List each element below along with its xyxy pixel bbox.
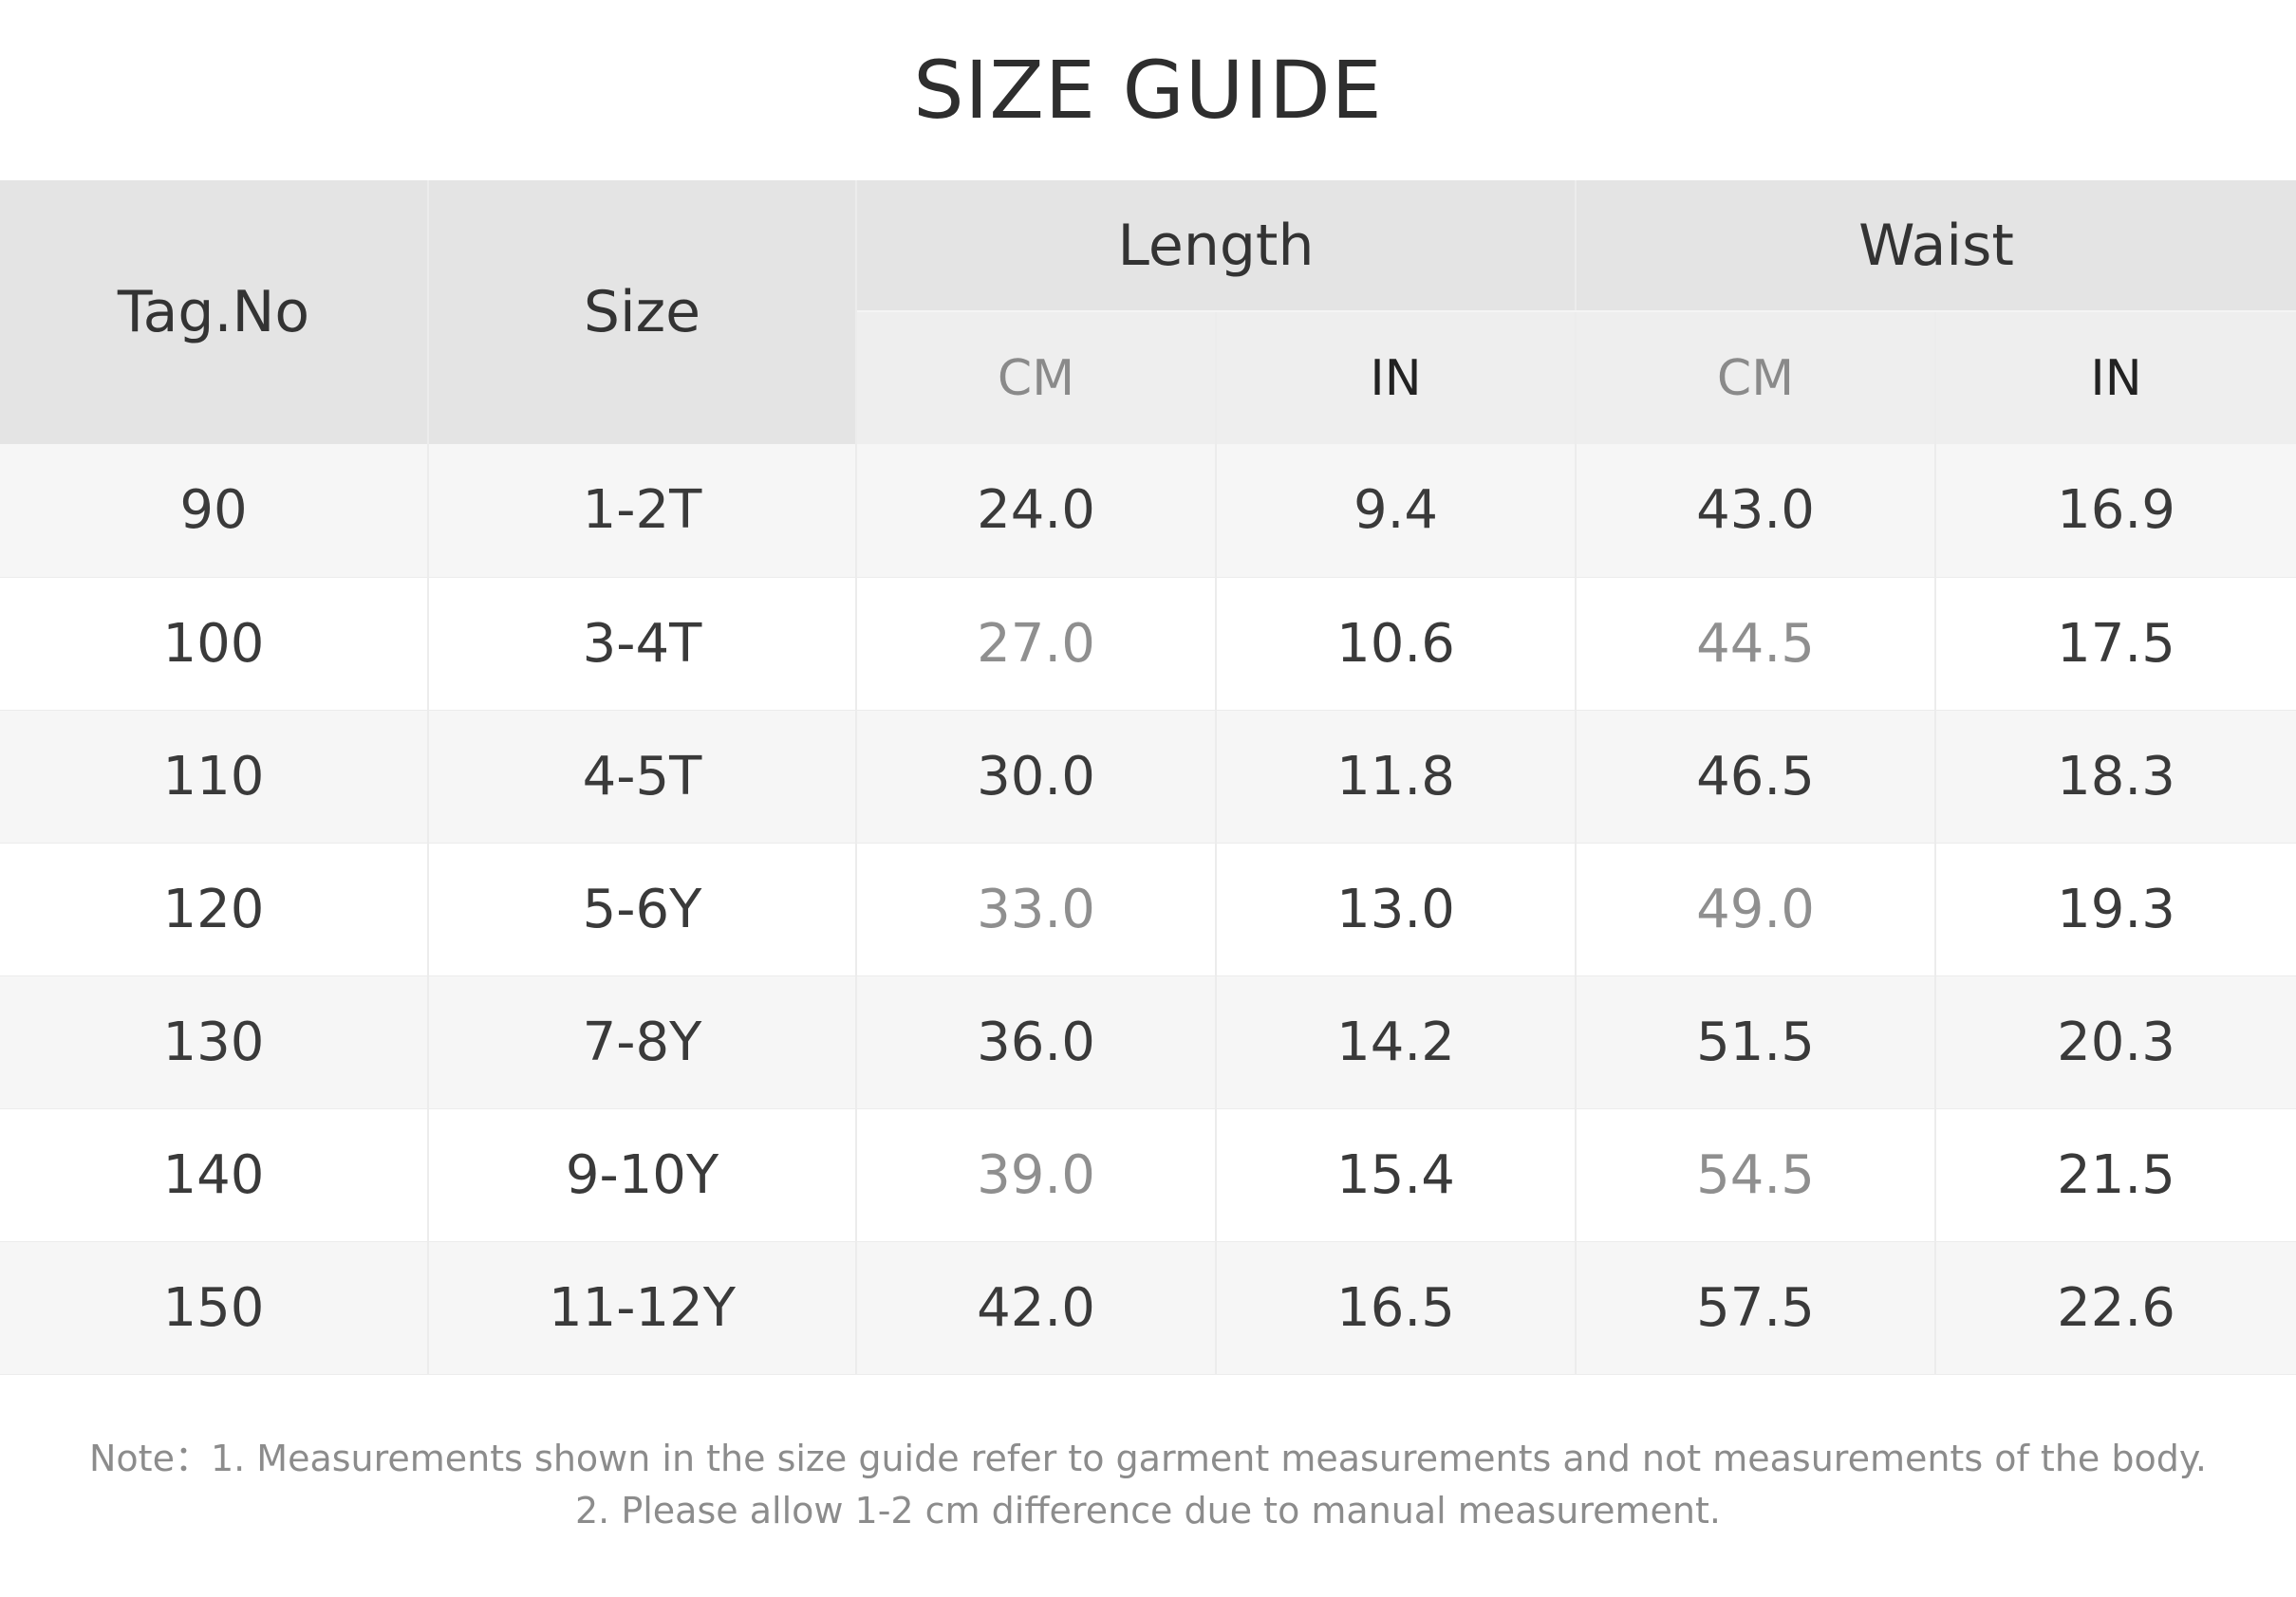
size-table: Tag.No Size Length Waist CM IN CM IN 90 … bbox=[0, 180, 2296, 1375]
cell-length-cm: 30.0 bbox=[856, 710, 1217, 844]
table-row: 100 3-4T 27.0 10.6 44.5 17.5 bbox=[0, 577, 2296, 711]
cell-length-cm: 27.0 bbox=[856, 577, 1217, 711]
cell-waist-cm: 51.5 bbox=[1576, 975, 1937, 1109]
cell-length-cm: 36.0 bbox=[856, 975, 1217, 1109]
cell-length-cm: 39.0 bbox=[856, 1108, 1217, 1242]
cell-tag: 100 bbox=[0, 577, 429, 711]
cell-tag: 130 bbox=[0, 975, 429, 1109]
cell-length-in: 9.4 bbox=[1216, 444, 1577, 578]
header-tag-no: Tag.No bbox=[0, 180, 429, 444]
cell-waist-cm: 57.5 bbox=[1576, 1241, 1937, 1375]
header-length: Length bbox=[856, 180, 1577, 312]
header-waist-cm: CM bbox=[1576, 311, 1937, 444]
header-length-cm: CM bbox=[856, 311, 1217, 444]
cell-length-in: 16.5 bbox=[1216, 1241, 1577, 1375]
cell-waist-in: 18.3 bbox=[1935, 710, 2296, 844]
cell-length-cm: 33.0 bbox=[856, 843, 1217, 976]
cell-waist-in: 20.3 bbox=[1935, 975, 2296, 1109]
header-length-in: IN bbox=[1216, 311, 1577, 444]
header-row-groups: Tag.No Size Length Waist bbox=[0, 180, 2296, 444]
cell-size: 4-5T bbox=[428, 710, 857, 844]
cell-waist-cm: 54.5 bbox=[1576, 1108, 1937, 1242]
page-title: SIZE GUIDE bbox=[913, 44, 1383, 137]
cell-length-in: 15.4 bbox=[1216, 1108, 1577, 1242]
cell-waist-in: 19.3 bbox=[1935, 843, 2296, 976]
table-row: 150 11-12Y 42.0 16.5 57.5 22.6 bbox=[0, 1241, 2296, 1375]
header-waist-in: IN bbox=[1935, 311, 2296, 444]
header-size: Size bbox=[428, 180, 857, 444]
cell-size: 1-2T bbox=[428, 444, 857, 578]
cell-tag: 140 bbox=[0, 1108, 429, 1242]
cell-tag: 120 bbox=[0, 843, 429, 976]
cell-waist-in: 21.5 bbox=[1935, 1108, 2296, 1242]
cell-tag: 150 bbox=[0, 1241, 429, 1375]
cell-size: 7-8Y bbox=[428, 975, 857, 1109]
table-row: 140 9-10Y 39.0 15.4 54.5 21.5 bbox=[0, 1108, 2296, 1242]
note-line-1: Note：1. Measurements shown in the size g… bbox=[89, 1438, 2207, 1479]
cell-waist-in: 16.9 bbox=[1935, 444, 2296, 578]
cell-waist-cm: 44.5 bbox=[1576, 577, 1937, 711]
cell-size: 9-10Y bbox=[428, 1108, 857, 1242]
cell-length-in: 14.2 bbox=[1216, 975, 1577, 1109]
cell-length-in: 13.0 bbox=[1216, 843, 1577, 976]
cell-tag: 110 bbox=[0, 710, 429, 844]
cell-waist-in: 22.6 bbox=[1935, 1241, 2296, 1375]
header-waist: Waist bbox=[1576, 180, 2296, 312]
table-row: 130 7-8Y 36.0 14.2 51.5 20.3 bbox=[0, 975, 2296, 1109]
cell-waist-cm: 49.0 bbox=[1576, 843, 1937, 976]
cell-size: 5-6Y bbox=[428, 843, 857, 976]
cell-waist-in: 17.5 bbox=[1935, 577, 2296, 711]
cell-length-cm: 24.0 bbox=[856, 444, 1217, 578]
table-row: 110 4-5T 30.0 11.8 46.5 18.3 bbox=[0, 710, 2296, 844]
table-row: 90 1-2T 24.0 9.4 43.0 16.9 bbox=[0, 444, 2296, 578]
table-row: 120 5-6Y 33.0 13.0 49.0 19.3 bbox=[0, 843, 2296, 976]
cell-waist-cm: 43.0 bbox=[1576, 444, 1937, 578]
note-line-2: 2. Please allow 1-2 cm difference due to… bbox=[575, 1490, 1721, 1532]
cell-length-cm: 42.0 bbox=[856, 1241, 1217, 1375]
cell-tag: 90 bbox=[0, 444, 429, 578]
cell-length-in: 11.8 bbox=[1216, 710, 1577, 844]
cell-length-in: 10.6 bbox=[1216, 577, 1577, 711]
header-row-units: CM IN CM IN bbox=[0, 311, 2296, 444]
cell-size: 3-4T bbox=[428, 577, 857, 711]
notes: Note：1. Measurements shown in the size g… bbox=[0, 1433, 2296, 1537]
cell-size: 11-12Y bbox=[428, 1241, 857, 1375]
cell-waist-cm: 46.5 bbox=[1576, 710, 1937, 844]
